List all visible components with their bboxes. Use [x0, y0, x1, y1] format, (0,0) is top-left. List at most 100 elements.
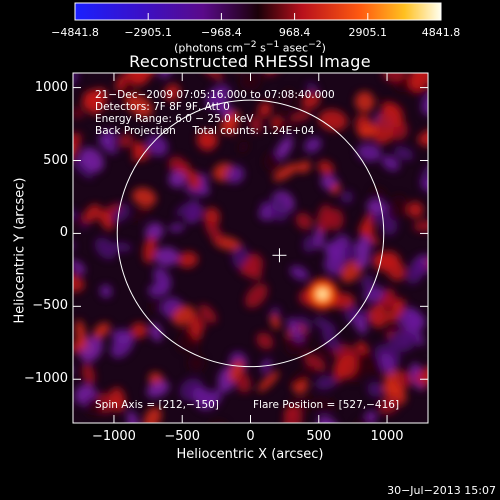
heatmap-patch [426, 255, 428, 271]
heatmap-patch [426, 86, 428, 95]
colorbar [74, 2, 442, 21]
heatmap-patch [368, 304, 389, 328]
heatmap-patch [258, 101, 272, 118]
heatmap-patch [177, 251, 199, 268]
heatmap-patch [110, 242, 132, 252]
heatmap-patch [99, 284, 113, 298]
heatmap-patch [378, 395, 401, 415]
heatmap-patch [184, 185, 208, 196]
info-method: Back Projection Total counts: 1.24E+04 [95, 125, 315, 137]
footer-timestamp: 30−Jul−2013 15:07 [387, 484, 496, 497]
heatmap-patch [396, 370, 414, 389]
heatmap-patch [73, 216, 85, 229]
heatmap-patch [125, 94, 153, 118]
y-tick-label: −1000 [24, 371, 68, 387]
colorbar-tick-label: −2905.1 [124, 26, 173, 39]
heatmap-patch [81, 88, 108, 110]
heatmap-patch [410, 324, 424, 347]
heatmap-patch [289, 110, 312, 122]
heatmap-patch [174, 199, 199, 217]
heatmap-patch [200, 73, 224, 81]
heatmap-patch [358, 122, 379, 138]
info-time: 21−Dec−2009 07:05:16.000 to 07:08:40.000 [95, 89, 335, 101]
heatmap-patch [235, 372, 252, 393]
heatmap-patch [81, 363, 96, 386]
heatmap-patch [407, 201, 424, 219]
x-tick-label: −1000 [91, 429, 136, 444]
colorbar-units: (photons cm−2 s−1 asec−2) [174, 39, 326, 55]
heatmap-patch [321, 329, 342, 352]
heatmap-patch [132, 187, 157, 207]
heatmap-patch [315, 375, 337, 390]
heatmap-patch [245, 283, 268, 308]
heatmap-patch [303, 353, 327, 372]
chart-title: Reconstructed RHESSI Image [129, 52, 371, 71]
heatmap-patch [168, 223, 185, 232]
heatmap-patch [302, 235, 316, 253]
heatmap-patch [205, 220, 224, 244]
colorbar-ticks [74, 13, 442, 20]
heatmap-patch [356, 143, 382, 162]
heatmap-patch [413, 219, 428, 232]
heatmap-patch [109, 387, 126, 411]
heatmap-patch [381, 218, 398, 236]
heatmap-patch [415, 365, 428, 386]
flare-position-text: Flare Position = [527,−416] [253, 399, 400, 411]
axis-ticks [73, 73, 428, 423]
heatmap-patch [354, 91, 375, 113]
heatmap-patch [290, 366, 315, 386]
spin-axis-marker [272, 248, 287, 263]
y-tick-label: 1000 [34, 79, 68, 95]
colorbar-tick-label: −4841.8 [51, 26, 99, 39]
heatmap-patch [73, 259, 86, 275]
heatmap-patch [110, 332, 134, 359]
heatmap-patch [286, 317, 303, 343]
solar-limb-circle [116, 99, 385, 368]
heatmap-patch [150, 298, 160, 313]
heatmap-patch [382, 73, 407, 82]
heatmap-patch [93, 322, 111, 339]
heatmap-patch [73, 159, 94, 179]
heatmap-patch [377, 251, 400, 268]
spin-axis-text: Spin Axis = [212,−150] [95, 399, 219, 411]
heatmap-patch [309, 397, 337, 413]
x-tick-label: 500 [306, 429, 332, 444]
heatmap-patch [142, 236, 157, 264]
heatmap-patch [355, 341, 369, 354]
heatmap-patch [379, 353, 396, 375]
heatmap-patch [305, 82, 319, 93]
heatmap-patch [276, 122, 296, 135]
heatmap-patch [128, 73, 150, 86]
heatmap-patch [73, 104, 81, 117]
heatmap-patch [304, 136, 322, 153]
heatmap-patch [355, 356, 372, 377]
heatmap-patch [107, 100, 120, 113]
heatmap-patch [324, 241, 347, 261]
heatmap-patch [388, 194, 407, 221]
heatmap-patch [367, 381, 384, 398]
heatmap-patch [249, 115, 263, 133]
info-block: 21−Dec−2009 07:05:16.000 to 07:08:40.000… [95, 89, 335, 137]
heatmap-patch [360, 275, 375, 289]
heatmap-patch [363, 285, 385, 303]
heatmap-patch [146, 380, 170, 398]
heatmap-patch [98, 135, 118, 155]
colorbar-tick-label: −968.4 [201, 26, 242, 39]
heatmap-patch [354, 316, 368, 335]
heatmap-patch [285, 330, 310, 355]
x-tick-label: 1000 [370, 429, 404, 444]
heatmap-patch [187, 354, 205, 372]
heatmap-patch [168, 156, 185, 173]
heatmap-patch [296, 160, 312, 173]
heatmap-patch [73, 275, 85, 293]
x-axis-label: Heliocentric X (arcsec) [176, 447, 324, 462]
heatmap-patch [73, 133, 83, 147]
heatmap-patch [149, 322, 163, 342]
heatmap-patch [394, 146, 414, 161]
y-axis-label: Heliocentric Y (arcsec) [12, 177, 28, 324]
colorbar-tick-label: 4841.8 [421, 26, 461, 39]
heatmap-patch [192, 313, 206, 330]
heatmap-patch [196, 130, 219, 149]
heatmap-patch [153, 267, 172, 290]
